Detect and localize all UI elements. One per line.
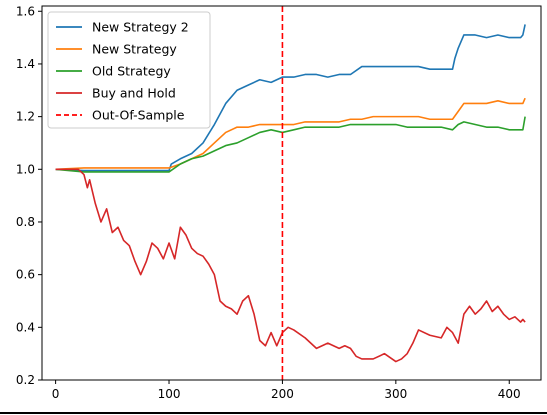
y-tick-label: 1.0 — [16, 162, 35, 176]
tick-group: 0 100 200 300 400 0.2 0.4 0.6 0.8 1.0 1.2 1.4 1.6 — [16, 4, 521, 401]
y-tick-label: 0.6 — [16, 268, 35, 282]
plot-area — [55, 6, 526, 380]
legend: New Strategy 2 New Strategy Old Strategy Bu… — [47, 11, 211, 129]
x-tick-label: 100 — [158, 387, 181, 401]
axes — [41, 5, 542, 381]
legend-box — [47, 11, 211, 129]
y-tick-label: 0.2 — [16, 373, 35, 387]
axes-frame — [41, 5, 542, 381]
x-tick-label: 400 — [498, 387, 521, 401]
series-line-new-strategy-2 — [55, 24, 526, 172]
x-tick-label: 200 — [271, 387, 294, 401]
y-tick-label: 1.2 — [16, 110, 35, 124]
y-tick-label: 1.6 — [16, 4, 35, 18]
y-tick-label: 0.8 — [16, 215, 35, 229]
bottom-rule — [0, 412, 547, 414]
y-tick-label: 1.4 — [16, 57, 35, 71]
x-tick-label: 300 — [384, 387, 407, 401]
y-tick-label: 0.4 — [16, 320, 35, 334]
legend-label-old-strategy: Old Strategy — [92, 64, 171, 79]
legend-label-new-strategy-2: New Strategy 2 — [92, 20, 189, 35]
legend-label-buy-and-hold: Buy and Hold — [92, 86, 176, 101]
legend-label-new-strategy: New Strategy — [92, 42, 177, 57]
legend-label-out-of-sample: Out-Of-Sample — [92, 108, 185, 123]
series-line-old-strategy — [55, 116, 526, 173]
series-line-buy-and-hold — [55, 168, 526, 363]
x-tick-label: 0 — [52, 387, 60, 401]
series-line-new-strategy — [55, 97, 526, 171]
